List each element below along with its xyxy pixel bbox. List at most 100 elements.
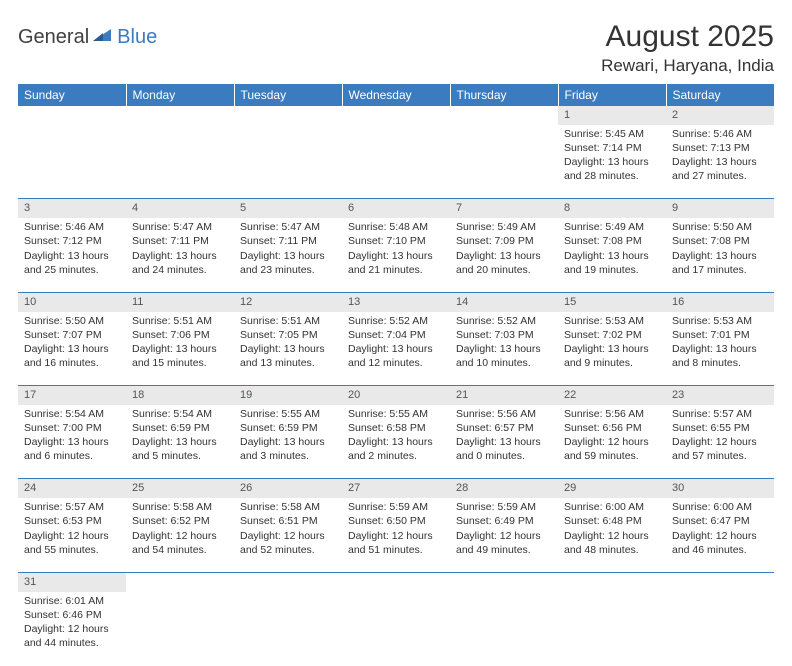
day-number-cell: 24 [18, 479, 126, 498]
day-number-cell: 27 [342, 479, 450, 498]
day-details-cell: Sunrise: 5:58 AMSunset: 6:51 PMDaylight:… [234, 498, 342, 572]
daylight-line: Daylight: 13 hours and 24 minutes. [132, 249, 228, 277]
day-details-cell: Sunrise: 5:48 AMSunset: 7:10 PMDaylight:… [342, 218, 450, 292]
day-details-cell: Sunrise: 5:59 AMSunset: 6:50 PMDaylight:… [342, 498, 450, 572]
sunrise-line: Sunrise: 5:57 AM [672, 407, 768, 421]
sunrise-line: Sunrise: 5:56 AM [564, 407, 660, 421]
sunset-line: Sunset: 7:08 PM [564, 234, 660, 248]
day-details-cell: Sunrise: 5:45 AMSunset: 7:14 PMDaylight:… [558, 125, 666, 199]
day-details-cell: Sunrise: 5:47 AMSunset: 7:11 PMDaylight:… [126, 218, 234, 292]
day-details-cell: Sunrise: 5:54 AMSunset: 7:00 PMDaylight:… [18, 405, 126, 479]
sunrise-line: Sunrise: 5:49 AM [456, 220, 552, 234]
day-details-cell: Sunrise: 5:55 AMSunset: 6:58 PMDaylight:… [342, 405, 450, 479]
day-details-cell: Sunrise: 5:47 AMSunset: 7:11 PMDaylight:… [234, 218, 342, 292]
day-number-cell: 4 [126, 199, 234, 218]
day-number-cell: 13 [342, 292, 450, 311]
day-details-cell: Sunrise: 5:52 AMSunset: 7:04 PMDaylight:… [342, 312, 450, 386]
day-number-row: 31 [18, 572, 774, 591]
day-number-cell: 16 [666, 292, 774, 311]
sunset-line: Sunset: 7:11 PM [132, 234, 228, 248]
sunrise-line: Sunrise: 5:50 AM [24, 314, 120, 328]
day-details-cell [666, 592, 774, 666]
sunset-line: Sunset: 6:53 PM [24, 514, 120, 528]
title-block: August 2025 Rewari, Haryana, India [601, 20, 774, 76]
sunset-line: Sunset: 7:12 PM [24, 234, 120, 248]
day-number-cell: 6 [342, 199, 450, 218]
day-number-cell [558, 572, 666, 591]
day-details-row: Sunrise: 5:50 AMSunset: 7:07 PM Daylight:… [18, 312, 774, 386]
daylight-line: Daylight: 12 hours and 49 minutes. [456, 529, 552, 557]
day-number-cell: 28 [450, 479, 558, 498]
day-details-cell: Sunrise: 5:46 AMSunset: 7:13 PMDaylight:… [666, 125, 774, 199]
sunset-line: Sunset: 6:55 PM [672, 421, 768, 435]
daylight-line: Daylight: 12 hours and 46 minutes. [672, 529, 768, 557]
day-number-row: 10111213141516 [18, 292, 774, 311]
sunset-line: Sunset: 7:07 PM [24, 328, 120, 342]
sunset-line: Sunset: 6:58 PM [348, 421, 444, 435]
weekday-header: Monday [126, 84, 234, 106]
day-number-cell: 9 [666, 199, 774, 218]
sunset-line: Sunset: 7:04 PM [348, 328, 444, 342]
day-details-cell [126, 125, 234, 199]
day-number-cell: 25 [126, 479, 234, 498]
sunrise-line: Sunrise: 5:49 AM [564, 220, 660, 234]
daylight-line: Daylight: 13 hours and 3 minutes. [240, 435, 336, 463]
daylight-line: Daylight: 13 hours and 8 minutes. [672, 342, 768, 370]
sunrise-line: Sunrise: 5:54 AM [132, 407, 228, 421]
weekday-header-row: Sunday Monday Tuesday Wednesday Thursday… [18, 84, 774, 106]
day-number-cell [234, 106, 342, 125]
sunrise-line: Sunrise: 5:58 AM [132, 500, 228, 514]
sunrise-line: Sunrise: 5:59 AM [348, 500, 444, 514]
sunset-line: Sunset: 7:14 PM [564, 141, 660, 155]
sunrise-line: Sunrise: 5:46 AM [24, 220, 120, 234]
daylight-line: Daylight: 12 hours and 51 minutes. [348, 529, 444, 557]
daylight-line: Daylight: 13 hours and 17 minutes. [672, 249, 768, 277]
day-number-cell: 31 [18, 572, 126, 591]
day-details-cell: Sunrise: 6:01 AMSunset: 6:46 PMDaylight:… [18, 592, 126, 666]
day-number-cell: 17 [18, 386, 126, 405]
sunset-line: Sunset: 7:10 PM [348, 234, 444, 248]
day-details-cell [234, 125, 342, 199]
sunset-line: Sunset: 7:11 PM [240, 234, 336, 248]
sunrise-line: Sunrise: 5:58 AM [240, 500, 336, 514]
day-details-cell [558, 592, 666, 666]
day-number-cell: 7 [450, 199, 558, 218]
day-number-cell: 8 [558, 199, 666, 218]
day-number-cell: 22 [558, 386, 666, 405]
day-number-row: 17181920212223 [18, 386, 774, 405]
day-details-cell: Sunrise: 5:57 AMSunset: 6:53 PMDaylight:… [18, 498, 126, 572]
day-number-row: 3456789 [18, 199, 774, 218]
daylight-line: Daylight: 13 hours and 28 minutes. [564, 155, 660, 183]
day-details-cell [342, 592, 450, 666]
day-number-cell [666, 572, 774, 591]
sunset-line: Sunset: 7:09 PM [456, 234, 552, 248]
day-details-row: Sunrise: 5:46 AMSunset: 7:12 PM Daylight:… [18, 218, 774, 292]
sunrise-line: Sunrise: 5:55 AM [240, 407, 336, 421]
sunrise-line: Sunrise: 5:54 AM [24, 407, 120, 421]
day-details-cell: Sunrise: 5:56 AMSunset: 6:56 PMDaylight:… [558, 405, 666, 479]
day-number-cell [450, 572, 558, 591]
day-details-cell: Sunrise: 5:57 AMSunset: 6:55 PMDaylight:… [666, 405, 774, 479]
daylight-line: Daylight: 13 hours and 6 minutes. [24, 435, 120, 463]
weekday-header: Tuesday [234, 84, 342, 106]
day-details-cell: Sunrise: 5:51 AMSunset: 7:05 PMDaylight:… [234, 312, 342, 386]
day-details-cell: Sunrise: 5:56 AMSunset: 6:57 PMDaylight:… [450, 405, 558, 479]
daylight-line: Daylight: 13 hours and 10 minutes. [456, 342, 552, 370]
day-number-cell: 21 [450, 386, 558, 405]
sunrise-line: Sunrise: 5:47 AM [240, 220, 336, 234]
sunrise-line: Sunrise: 5:47 AM [132, 220, 228, 234]
day-number-cell: 29 [558, 479, 666, 498]
location: Rewari, Haryana, India [601, 56, 774, 76]
sunset-line: Sunset: 6:51 PM [240, 514, 336, 528]
month-title: August 2025 [601, 20, 774, 54]
calendar-table: Sunday Monday Tuesday Wednesday Thursday… [18, 84, 774, 666]
daylight-line: Daylight: 12 hours and 44 minutes. [24, 622, 120, 650]
day-details-cell: Sunrise: 5:49 AMSunset: 7:09 PMDaylight:… [450, 218, 558, 292]
daylight-line: Daylight: 12 hours and 48 minutes. [564, 529, 660, 557]
day-details-cell: Sunrise: 5:52 AMSunset: 7:03 PMDaylight:… [450, 312, 558, 386]
day-number-cell [342, 106, 450, 125]
daylight-line: Daylight: 13 hours and 15 minutes. [132, 342, 228, 370]
daylight-line: Daylight: 13 hours and 27 minutes. [672, 155, 768, 183]
sunrise-line: Sunrise: 5:50 AM [672, 220, 768, 234]
day-number-cell: 2 [666, 106, 774, 125]
